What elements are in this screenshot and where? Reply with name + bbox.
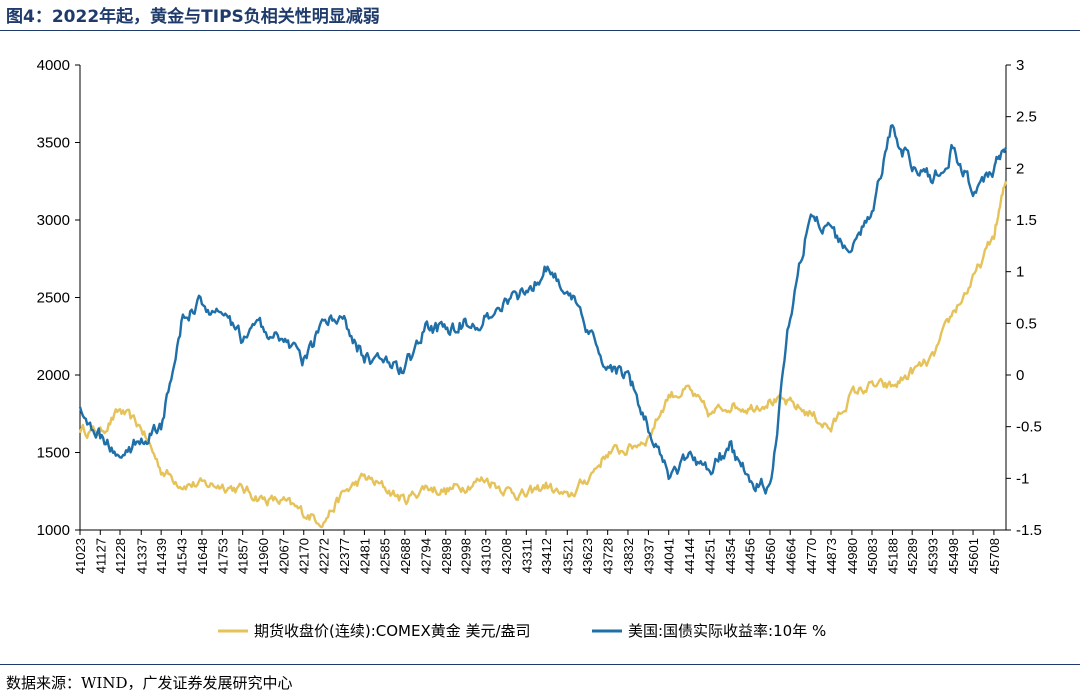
x-tick-label: 45188 [885, 538, 900, 574]
right-tick-label: 3 [1016, 57, 1024, 74]
x-tick-label: 41857 [236, 538, 251, 574]
legend-label-gold: 期货收盘价(连续):COMEX黄金 美元/盎司 [254, 622, 531, 640]
x-tick-label: 43937 [641, 538, 656, 574]
x-tick-label: 43311 [519, 538, 534, 573]
right-tick-label: 1 [1016, 264, 1024, 281]
x-tick-label: 41960 [256, 538, 271, 574]
footer-divider [0, 664, 1080, 665]
left-tick-label: 3500 [37, 135, 70, 152]
x-tick-label: 42067 [277, 538, 292, 574]
x-tick-label: 43728 [601, 538, 616, 574]
x-tick-label: 44664 [783, 538, 798, 574]
right-tick-label: -1 [1016, 470, 1029, 487]
x-tick-label: 41337 [134, 538, 149, 574]
x-tick-label: 42898 [439, 538, 454, 574]
right-tick-label: 1.5 [1016, 212, 1037, 229]
title-divider [0, 30, 1080, 31]
x-tick-label: 41228 [113, 538, 128, 574]
x-tick-label: 43623 [580, 538, 595, 574]
legend-label-tips: 美国:国债实际收益率:10年 % [628, 622, 826, 640]
x-tick-label: 43208 [499, 538, 514, 574]
left-tick-label: 2500 [37, 290, 70, 307]
x-tick-label: 44560 [763, 538, 778, 574]
x-tick-label: 42170 [297, 538, 312, 574]
x-tick-label: 42272 [317, 538, 332, 574]
x-tick-label: 42377 [337, 538, 352, 574]
x-tick-label: 41753 [215, 538, 230, 574]
x-tick-label: 45393 [925, 538, 940, 574]
left-tick-label: 1000 [37, 522, 70, 539]
source-note: 数据来源：WIND，广发证券发展研究中心 [6, 674, 293, 692]
right-tick-label: 0 [1016, 367, 1024, 384]
left-tick-label: 2000 [37, 367, 70, 384]
left-tick-label: 4000 [37, 57, 70, 74]
x-tick-label: 41127 [93, 538, 108, 573]
x-tick-label: 42794 [418, 538, 433, 574]
figure-title: 图4：2022年起，黄金与TIPS负相关性明显减弱 [6, 7, 380, 27]
right-tick-label: 0.5 [1016, 315, 1037, 332]
x-tick-label: 42998 [458, 538, 473, 574]
x-tick-label: 42585 [378, 538, 393, 574]
x-tick-label: 43832 [621, 538, 636, 574]
series-line [78, 180, 1008, 529]
right-tick-label: 2.5 [1016, 109, 1037, 126]
x-tick-label: 44041 [662, 538, 677, 574]
series-line [78, 124, 1008, 495]
x-tick-label: 44354 [723, 538, 738, 574]
series-layer [78, 124, 1008, 529]
x-tick-label: 43103 [479, 538, 494, 574]
chart-axes [75, 64, 1011, 535]
left-tick-label: 1500 [37, 445, 70, 462]
x-tick-label: 43412 [539, 538, 554, 574]
x-tick-label: 45708 [987, 538, 1002, 574]
x-tick-label: 45498 [946, 538, 961, 574]
x-tick-label: 44770 [804, 538, 819, 574]
x-tick-label: 45601 [966, 538, 981, 574]
x-tick-label: 45289 [905, 538, 920, 574]
x-tick-label: 44873 [824, 538, 839, 574]
x-tick-label: 43521 [560, 538, 575, 574]
x-tick-label: 42481 [357, 538, 372, 574]
x-tick-label: 44456 [743, 538, 758, 574]
right-tick-label: -1.5 [1016, 522, 1042, 539]
line-chart: 1000 1500 2000 2500 3000 3500 4000 -1.5 -1 -0.5 0 0… [37, 57, 1042, 640]
x-tick-label: 41023 [73, 538, 88, 574]
x-tick-label: 41543 [174, 538, 189, 574]
x-tick-label: 42688 [398, 538, 413, 574]
x-tick-label: 44144 [682, 538, 697, 574]
right-tick-label: 2 [1016, 160, 1024, 177]
tick-labels: 1000 1500 2000 2500 3000 3500 4000 -1.5 -1 -0.5 0 0… [37, 57, 1042, 574]
x-tick-label: 45083 [865, 538, 880, 574]
x-tick-label: 44980 [845, 538, 860, 574]
right-tick-label: -0.5 [1016, 419, 1042, 436]
left-tick-label: 3000 [37, 212, 70, 229]
x-tick-label: 41648 [195, 538, 210, 574]
x-tick-label: 41439 [154, 538, 169, 574]
x-tick-label: 44251 [703, 538, 718, 574]
chart-legend: 期货收盘价(连续):COMEX黄金 美元/盎司 美国:国债实际收益率:10年 % [218, 622, 826, 640]
